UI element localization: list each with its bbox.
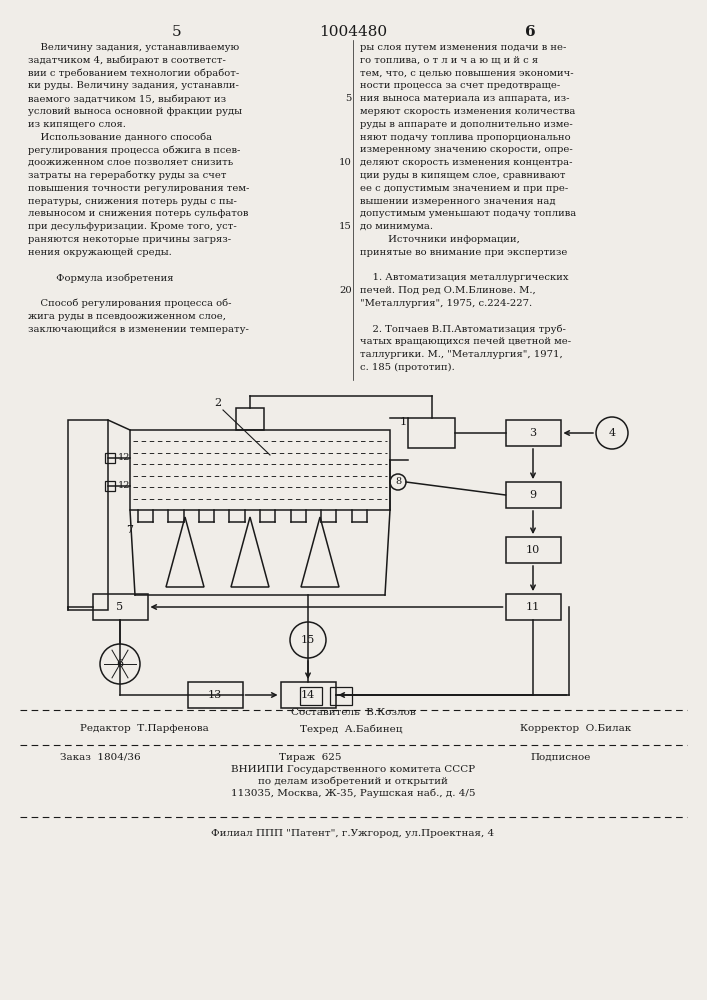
Text: 11: 11 <box>526 602 540 612</box>
Text: 15: 15 <box>339 222 352 231</box>
Text: раняются некоторые причины загряз-: раняются некоторые причины загряз- <box>28 235 231 244</box>
Text: 8: 8 <box>395 478 401 487</box>
Text: ции руды в кипящем слое, сравнивают: ции руды в кипящем слое, сравнивают <box>360 171 566 180</box>
Text: нения окружающей среды.: нения окружающей среды. <box>28 248 172 257</box>
Text: меряют скорость изменения количества: меряют скорость изменения количества <box>360 107 575 116</box>
Text: Подписное: Подписное <box>530 753 590 762</box>
Text: 12: 12 <box>118 482 131 490</box>
Text: жига руды в псевдоожиженном слое,: жига руды в псевдоожиженном слое, <box>28 312 226 321</box>
Text: чатых вращающихся печей цветной ме-: чатых вращающихся печей цветной ме- <box>360 337 571 346</box>
Text: ВНИИПИ Государственного комитета СССР: ВНИИПИ Государственного комитета СССР <box>231 765 475 774</box>
Text: Составитель  В.Козлов: Составитель В.Козлов <box>291 708 416 717</box>
Text: вии с требованием технологии обработ-: вии с требованием технологии обработ- <box>28 69 239 78</box>
Text: ки руды. Величину задания, устанавли-: ки руды. Величину задания, устанавли- <box>28 81 239 90</box>
Text: 10: 10 <box>339 158 352 167</box>
Bar <box>330 687 352 705</box>
Text: Корректор  О.Билак: Корректор О.Билак <box>520 724 631 733</box>
Text: Использование данного способа: Использование данного способа <box>28 133 212 142</box>
Bar <box>281 682 336 708</box>
Text: заключающийся в изменении температу-: заключающийся в изменении температу- <box>28 325 249 334</box>
Text: руды в аппарате и дополнительно изме-: руды в аппарате и дополнительно изме- <box>360 120 573 129</box>
Text: вышении измеренного значения над: вышении измеренного значения над <box>360 197 556 206</box>
Text: 5: 5 <box>117 602 124 612</box>
Text: 6: 6 <box>117 659 124 669</box>
Text: 113035, Москва, Ж-35, Раушская наб., д. 4/5: 113035, Москва, Ж-35, Раушская наб., д. … <box>230 789 475 798</box>
Text: печей. Под ред О.М.Блинове. М.,: печей. Под ред О.М.Блинове. М., <box>360 286 536 295</box>
Bar <box>130 430 390 510</box>
Text: 12: 12 <box>118 454 131 462</box>
Text: Формула изобретения: Формула изобретения <box>28 273 173 283</box>
Text: повышения точности регулирования тем-: повышения точности регулирования тем- <box>28 184 250 193</box>
Bar <box>187 682 243 708</box>
Text: принятые во внимание при экспертизе: принятые во внимание при экспертизе <box>360 248 568 257</box>
Text: Источники информации,: Источники информации, <box>360 235 520 244</box>
Text: 2. Топчаев В.П.Автоматизация труб-: 2. Топчаев В.П.Автоматизация труб- <box>360 325 566 334</box>
Text: ры слоя путем изменения подачи в не-: ры слоя путем изменения подачи в не- <box>360 43 566 52</box>
Bar <box>506 482 561 508</box>
Text: ваемого задатчиком 15, выбирают из: ваемого задатчиком 15, выбирают из <box>28 94 226 104</box>
Text: 10: 10 <box>526 545 540 555</box>
Text: задатчиком 4, выбирают в соответст-: задатчиком 4, выбирают в соответст- <box>28 56 226 65</box>
Text: ности процесса за счет предотвраще-: ности процесса за счет предотвраще- <box>360 81 560 90</box>
Text: затраты на гереработку руды за счет: затраты на гереработку руды за счет <box>28 171 226 180</box>
Bar <box>506 420 561 446</box>
Text: 3: 3 <box>530 428 537 438</box>
Text: доожиженном слое позволяет снизить: доожиженном слое позволяет снизить <box>28 158 233 167</box>
Text: няют подачу топлива пропорционально: няют подачу топлива пропорционально <box>360 133 571 142</box>
Text: Величину задания, устанавливаемую: Величину задания, устанавливаемую <box>28 43 239 52</box>
Text: Техред  А.Бабинец: Техред А.Бабинец <box>300 724 402 734</box>
Text: Филиал ППП "Патент", г.Ужгород, ул.Проектная, 4: Филиал ППП "Патент", г.Ужгород, ул.Проек… <box>211 829 495 838</box>
Text: при десульфуризации. Кроме того, уст-: при десульфуризации. Кроме того, уст- <box>28 222 237 231</box>
Text: Способ регулирования процесса об-: Способ регулирования процесса об- <box>28 299 231 308</box>
Text: 7: 7 <box>127 525 134 535</box>
Text: Заказ  1804/36: Заказ 1804/36 <box>60 753 141 762</box>
Text: го топлива, о т л и ч а ю щ и й с я: го топлива, о т л и ч а ю щ и й с я <box>360 56 538 65</box>
Text: из кипящего слоя.: из кипящего слоя. <box>28 120 126 129</box>
Text: Тираж  625: Тираж 625 <box>279 753 341 762</box>
Text: Редактор  Т.Парфенова: Редактор Т.Парфенова <box>80 724 209 733</box>
Text: 14: 14 <box>301 690 315 700</box>
Bar <box>408 418 455 448</box>
Text: тем, что, с целью повышения экономич-: тем, что, с целью повышения экономич- <box>360 69 573 78</box>
Bar <box>105 453 115 463</box>
Text: 5: 5 <box>346 94 352 103</box>
Bar <box>105 481 115 491</box>
Text: 15: 15 <box>301 635 315 645</box>
Bar <box>236 408 264 430</box>
Text: измеренному значению скорости, опре-: измеренному значению скорости, опре- <box>360 145 573 154</box>
Text: 13: 13 <box>208 690 222 700</box>
Bar <box>93 594 148 620</box>
Text: 2: 2 <box>214 398 221 408</box>
Text: ния выноса материала из аппарата, из-: ния выноса материала из аппарата, из- <box>360 94 570 103</box>
Text: деляют скорость изменения концентра-: деляют скорость изменения концентра- <box>360 158 573 167</box>
Bar <box>506 537 561 563</box>
Text: 6: 6 <box>525 25 535 39</box>
Text: регулирования процесса обжига в псев-: регулирования процесса обжига в псев- <box>28 145 240 155</box>
Bar <box>300 687 322 705</box>
Text: таллургики. М., "Металлургия", 1971,: таллургики. М., "Металлургия", 1971, <box>360 350 563 359</box>
Text: 9: 9 <box>530 490 537 500</box>
Text: 1004480: 1004480 <box>319 25 387 39</box>
Text: с. 185 (прототип).: с. 185 (прототип). <box>360 363 455 372</box>
Text: условий выноса основной фракции руды: условий выноса основной фракции руды <box>28 107 242 116</box>
Bar <box>68 420 108 610</box>
Text: 1: 1 <box>400 417 407 427</box>
Text: ее с допустимым значением и при пре-: ее с допустимым значением и при пре- <box>360 184 568 193</box>
Text: 20: 20 <box>339 286 352 295</box>
Bar <box>506 594 561 620</box>
Text: 5: 5 <box>173 25 182 39</box>
Text: по делам изобретений и открытий: по делам изобретений и открытий <box>258 777 448 786</box>
Text: 4: 4 <box>609 428 616 438</box>
Text: левыносом и снижения потерь сульфатов: левыносом и снижения потерь сульфатов <box>28 209 248 218</box>
Text: "Металлургия", 1975, с.224-227.: "Металлургия", 1975, с.224-227. <box>360 299 532 308</box>
Text: 1. Автоматизация металлургических: 1. Автоматизация металлургических <box>360 273 568 282</box>
Text: допустимым уменьшают подачу топлива: допустимым уменьшают подачу топлива <box>360 209 576 218</box>
Text: до минимума.: до минимума. <box>360 222 433 231</box>
Text: пературы, снижения потерь руды с пы-: пературы, снижения потерь руды с пы- <box>28 197 237 206</box>
